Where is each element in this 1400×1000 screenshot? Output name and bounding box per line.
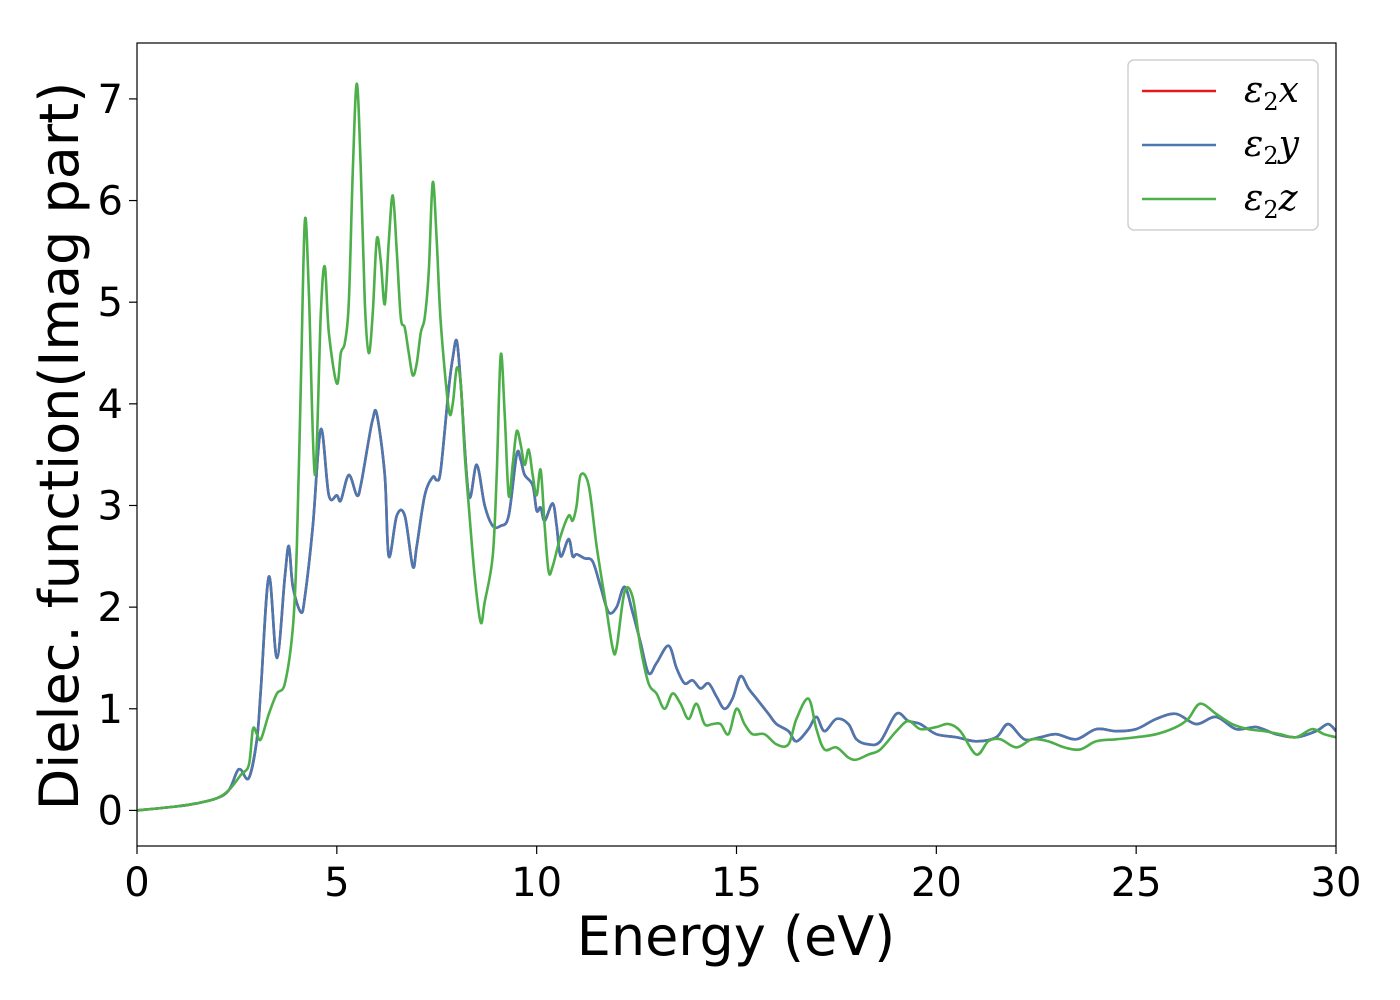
y-tick-label: 4 <box>98 382 123 428</box>
y-tick-label: 7 <box>98 77 123 123</box>
x-tick-label: 0 <box>124 860 149 906</box>
y-tick-label: 2 <box>98 585 123 631</box>
series-line-y <box>137 338 1336 812</box>
x-axis-ticks: 0 5 10 15 20 25 30 <box>124 846 1361 906</box>
x-tick-label: 10 <box>511 860 562 906</box>
y-tick-label: 5 <box>98 280 123 326</box>
legend: ε2x ε2y ε2z <box>1127 59 1319 231</box>
legend-label-y: ε2y <box>1244 124 1300 170</box>
series-line-z <box>137 82 1336 812</box>
y-tick-label: 6 <box>98 179 123 225</box>
x-tick-label: 30 <box>1311 860 1362 906</box>
series-group <box>137 82 1336 812</box>
legend-box <box>1127 59 1319 231</box>
x-tick-label: 15 <box>711 860 762 906</box>
y-axis-label: Dielec. function(Imag part) <box>28 82 91 811</box>
y-axis-ticks: 0 1 2 3 4 5 6 7 <box>98 77 137 834</box>
y-tick-label: 1 <box>98 687 123 733</box>
legend-label-z: ε2z <box>1244 178 1299 224</box>
x-tick-label: 20 <box>911 860 962 906</box>
x-tick-label: 25 <box>1111 860 1162 906</box>
x-tick-label: 5 <box>324 860 349 906</box>
x-axis-label: Energy (eV) <box>577 905 896 968</box>
legend-label-x: ε2x <box>1244 70 1299 116</box>
y-tick-label: 0 <box>98 788 123 834</box>
y-tick-label: 3 <box>98 483 123 529</box>
